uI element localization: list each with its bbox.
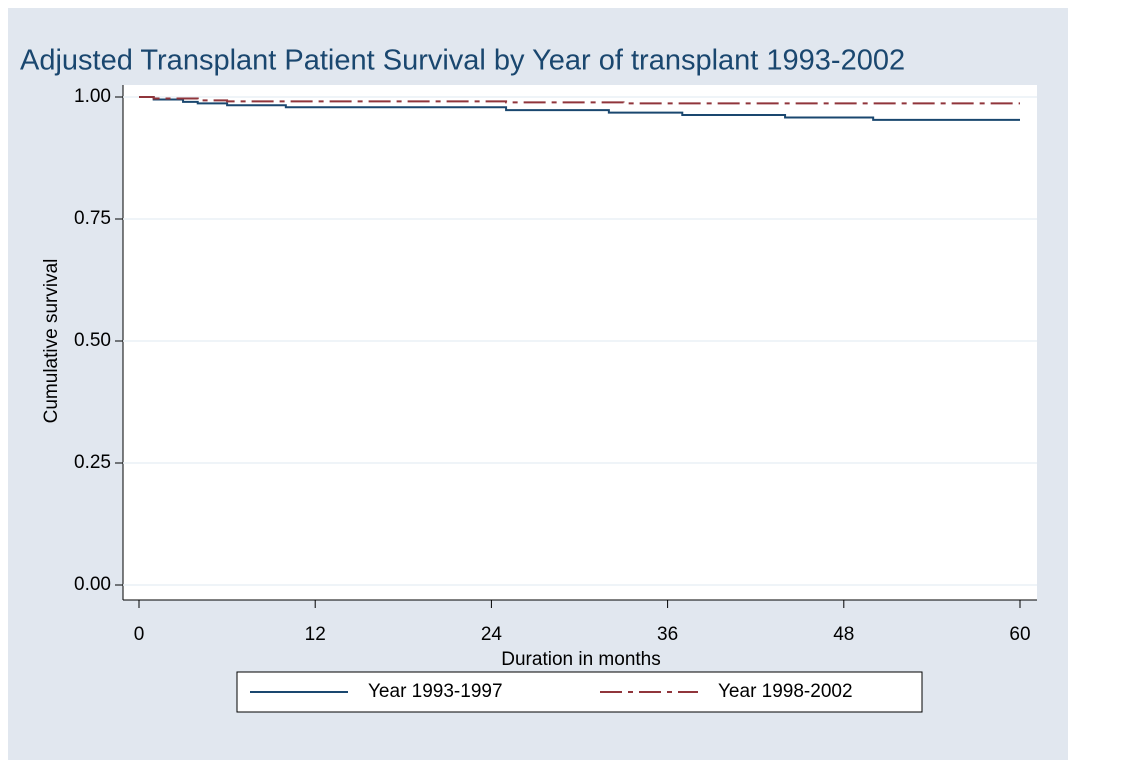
legend-label: Year 1993-1997 [368,681,503,702]
x-tick-label: 60 [1009,624,1030,645]
survival-line [139,96,1020,105]
x-tick-label: 12 [305,624,326,645]
plot-area [123,85,1037,600]
y-axis-label: Cumulative survival [41,259,62,424]
y-tick-label: 0.25 [74,452,111,473]
legend [236,671,923,713]
chart-title: Adjusted Transplant Patient Survival by … [20,45,905,77]
y-tick-label: 0.50 [74,330,111,351]
x-tick-label: 48 [833,624,854,645]
y-tick-label: 0.00 [74,574,111,595]
x-tick-label: 0 [134,624,145,645]
survival-line [139,96,1020,121]
legend-label: Year 1998-2002 [718,681,853,702]
y-tick-label: 0.75 [74,208,111,229]
y-tick-label: 1.00 [74,86,111,107]
x-tick-label: 24 [481,624,503,645]
x-tick-label: 36 [657,624,678,645]
x-axis-label: Duration in months [501,649,660,670]
